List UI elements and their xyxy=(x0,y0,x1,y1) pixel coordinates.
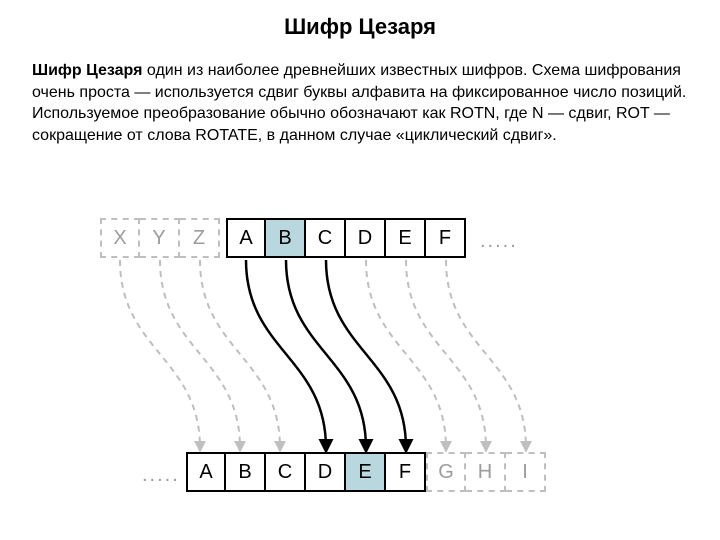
arrow-dashed xyxy=(160,260,240,448)
caesar-diagram: XYZABCDEF..........ABCDEFGHI xyxy=(100,218,620,508)
top-solid-cell: A xyxy=(226,218,266,258)
bottom-solid-row: ABCDEF xyxy=(186,452,426,492)
top-dashed-cell: Y xyxy=(140,218,180,258)
arrow-dashed xyxy=(446,260,526,448)
bottom-dashed-cell: G xyxy=(426,452,466,492)
arrow-dashed xyxy=(366,260,446,448)
bottom-solid-cell: F xyxy=(386,452,426,492)
page-title: Шифр Цезаря xyxy=(0,14,720,40)
bottom-solid-cell: B xyxy=(226,452,266,492)
top-solid-cell: F xyxy=(426,218,466,258)
top-solid-row: ABCDEF xyxy=(226,218,466,258)
top-solid-cell: C xyxy=(306,218,346,258)
bottom-solid-cell: E xyxy=(346,452,386,492)
description-bold: Шифр Цезаря xyxy=(32,62,142,79)
bottom-dots: ..... xyxy=(142,464,180,487)
top-dashed-row: XYZ xyxy=(100,218,220,258)
bottom-dashed-cell: H xyxy=(466,452,506,492)
bottom-dashed-row: GHI xyxy=(426,452,546,492)
top-dashed-cell: X xyxy=(100,218,140,258)
top-solid-cell: B xyxy=(266,218,306,258)
arrow-solid xyxy=(326,260,406,448)
bottom-dashed-cell: I xyxy=(506,452,546,492)
arrow-solid xyxy=(246,260,326,448)
top-dashed-cell: Z xyxy=(180,218,220,258)
arrow-dashed xyxy=(200,260,280,448)
description-paragraph: Шифр Цезаря один из наиболее древнейших … xyxy=(32,60,688,146)
bottom-solid-cell: C xyxy=(266,452,306,492)
top-dots: ..... xyxy=(480,230,518,253)
arrow-dashed xyxy=(120,260,200,448)
bottom-solid-cell: A xyxy=(186,452,226,492)
bottom-solid-cell: D xyxy=(306,452,346,492)
top-solid-cell: D xyxy=(346,218,386,258)
arrow-dashed xyxy=(406,260,486,448)
arrow-solid xyxy=(286,260,366,448)
top-solid-cell: E xyxy=(386,218,426,258)
